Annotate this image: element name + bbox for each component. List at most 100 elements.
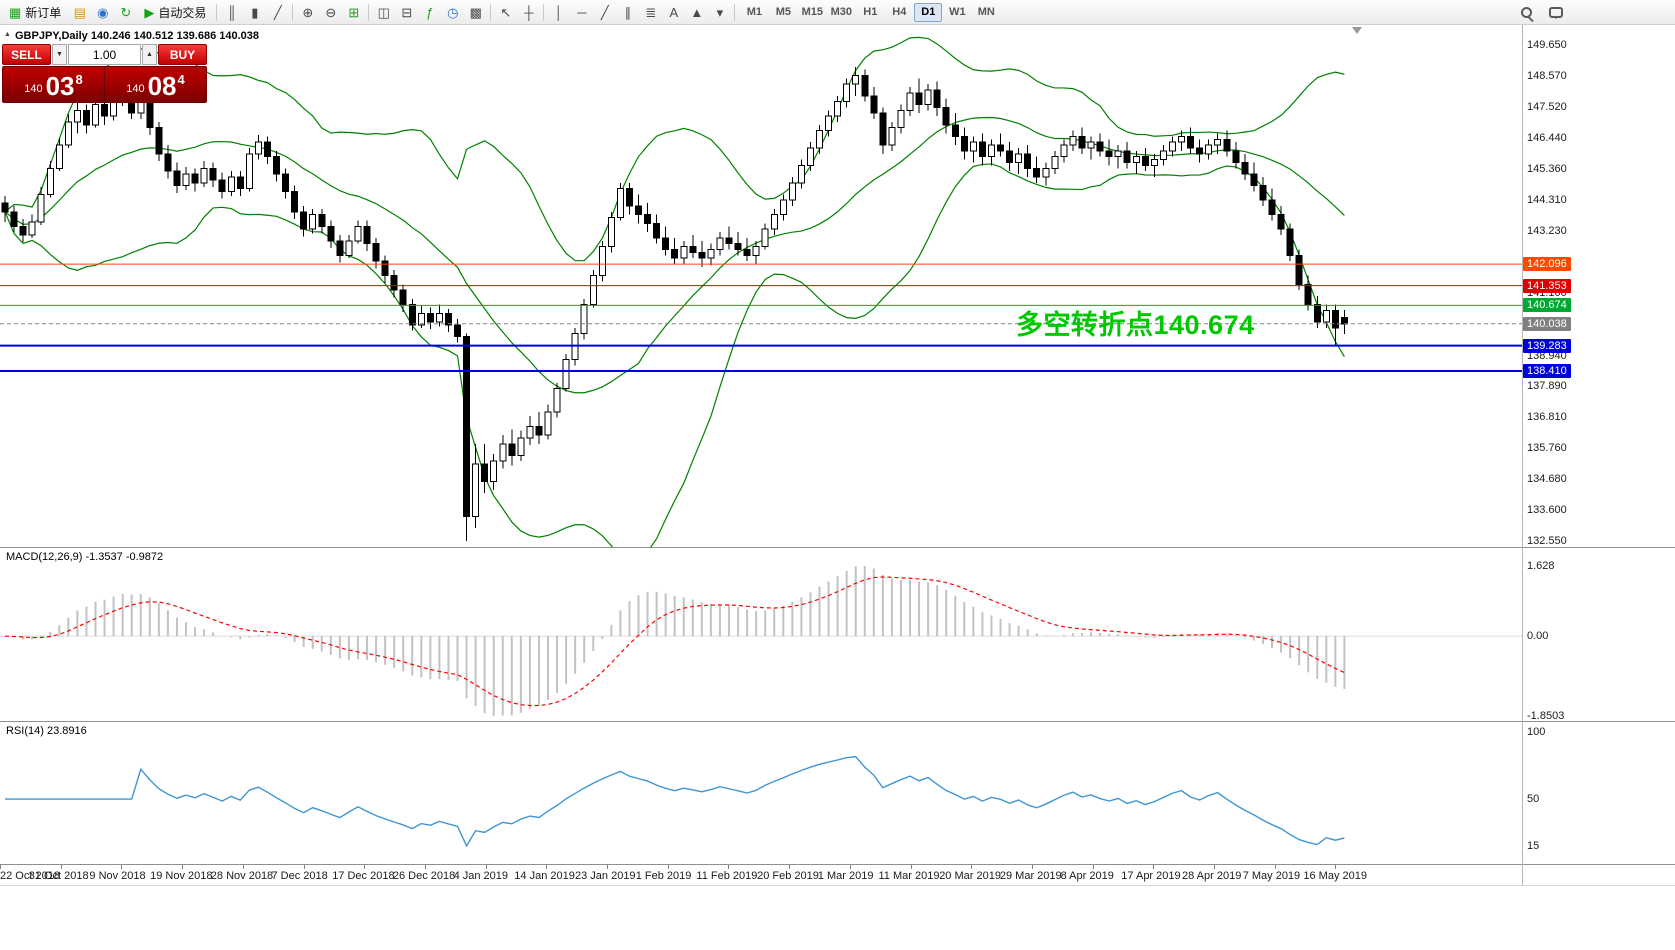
candle[interactable] xyxy=(1205,144,1213,155)
candle[interactable] xyxy=(137,101,145,114)
candle[interactable] xyxy=(327,225,335,242)
candle[interactable] xyxy=(164,153,172,172)
candle[interactable] xyxy=(825,115,833,132)
candle[interactable] xyxy=(1250,173,1258,187)
candle[interactable] xyxy=(1313,304,1321,323)
candle[interactable] xyxy=(716,237,724,250)
candle[interactable] xyxy=(1078,135,1086,149)
candle[interactable] xyxy=(182,173,190,187)
candle[interactable] xyxy=(707,248,715,259)
chart-annotation[interactable]: 多空转折点140.674 xyxy=(1016,310,1255,340)
candle[interactable] xyxy=(526,425,534,439)
fibonacci-button[interactable]: ≣ xyxy=(639,2,662,23)
candle[interactable] xyxy=(788,182,796,201)
candle[interactable] xyxy=(734,243,742,250)
candle[interactable] xyxy=(28,221,36,236)
candle[interactable] xyxy=(987,144,995,158)
panel-divider[interactable] xyxy=(0,721,1675,722)
candle[interactable] xyxy=(698,251,706,259)
candle[interactable] xyxy=(227,176,235,192)
candle[interactable] xyxy=(309,214,317,230)
candle[interactable] xyxy=(426,312,434,323)
candle[interactable] xyxy=(1340,317,1348,325)
candle[interactable] xyxy=(1060,144,1068,158)
candle[interactable] xyxy=(861,74,869,97)
candle[interactable] xyxy=(653,222,661,239)
zoom-out-button[interactable]: ⊖ xyxy=(319,2,342,23)
candle[interactable] xyxy=(1232,150,1240,163)
candle[interactable] xyxy=(481,463,489,482)
candle[interactable] xyxy=(1096,141,1104,152)
candle[interactable] xyxy=(544,411,552,436)
arrow-tools-button[interactable]: ▲ xyxy=(685,2,708,23)
candle[interactable] xyxy=(517,437,525,456)
candle[interactable] xyxy=(490,460,498,482)
candle[interactable] xyxy=(752,246,760,256)
candle[interactable] xyxy=(933,89,941,108)
candle[interactable] xyxy=(372,243,380,262)
sell-price[interactable]: 140 03 8 xyxy=(3,67,105,102)
candle[interactable] xyxy=(580,304,588,335)
rsi-panel-svg[interactable] xyxy=(0,722,1522,865)
candle[interactable] xyxy=(10,211,18,227)
candle[interactable] xyxy=(607,217,615,248)
candle[interactable] xyxy=(1087,141,1095,149)
date-axis[interactable]: 22 Oct 2018 31 Oct 2018 9 Nov 2018 19 Nov 2… xyxy=(0,865,1522,885)
candle[interactable] xyxy=(1187,135,1195,149)
candle[interactable] xyxy=(444,312,452,326)
candle[interactable] xyxy=(300,211,308,230)
timeframe-m5-button[interactable]: M5 xyxy=(769,3,797,22)
candle[interactable] xyxy=(318,214,326,227)
candle[interactable] xyxy=(263,141,271,158)
candle[interactable] xyxy=(1051,156,1059,169)
candle[interactable] xyxy=(978,141,986,158)
shapes-dropdown[interactable]: ▾ xyxy=(708,2,731,23)
candle[interactable] xyxy=(680,246,688,259)
candle[interactable] xyxy=(553,388,561,413)
candlestick-chart-button[interactable]: ▮ xyxy=(243,2,266,23)
price-tag-138.410[interactable]: 138.410 xyxy=(1523,363,1571,378)
candle[interactable] xyxy=(390,275,398,291)
chart-shift-marker[interactable] xyxy=(1352,27,1362,34)
candle[interactable] xyxy=(1295,254,1303,285)
candle[interactable] xyxy=(671,248,679,259)
candle[interactable] xyxy=(146,101,154,129)
candle[interactable] xyxy=(960,135,968,152)
candle[interactable] xyxy=(191,173,199,184)
candle[interactable] xyxy=(1178,135,1185,143)
candle[interactable] xyxy=(1150,159,1158,166)
candle[interactable] xyxy=(969,141,977,152)
candle[interactable] xyxy=(897,109,905,129)
auto-trading-button[interactable]: ▶ 自动交易 xyxy=(137,2,213,23)
candle[interactable] xyxy=(562,359,570,390)
timeframe-h1-button[interactable]: H1 xyxy=(856,3,884,22)
candle[interactable] xyxy=(454,324,461,337)
candle[interactable] xyxy=(924,89,932,105)
candle[interactable] xyxy=(92,103,99,126)
candle[interactable] xyxy=(834,101,842,117)
candle[interactable] xyxy=(1168,141,1176,152)
candle[interactable] xyxy=(1159,150,1167,161)
candle[interactable] xyxy=(589,275,597,306)
candle[interactable] xyxy=(472,463,480,517)
horizontal-line-button[interactable]: ─ xyxy=(570,2,593,23)
candle[interactable] xyxy=(218,179,226,192)
timeframe-d1-button[interactable]: D1 xyxy=(914,2,943,22)
candle[interactable] xyxy=(336,240,344,256)
cascade-windows-button[interactable]: ⊟ xyxy=(395,2,418,23)
timeframe-m1-button[interactable]: M1 xyxy=(740,3,768,22)
candle[interactable] xyxy=(508,443,516,456)
candle[interactable] xyxy=(770,214,778,230)
candle[interactable] xyxy=(55,144,63,169)
candle[interactable] xyxy=(399,289,407,306)
candle[interactable] xyxy=(273,156,280,175)
candle[interactable] xyxy=(1196,147,1204,155)
timeframe-w1-button[interactable]: W1 xyxy=(943,3,971,22)
candle[interactable] xyxy=(852,74,860,85)
chat-button[interactable] xyxy=(1544,2,1567,23)
candle[interactable] xyxy=(291,190,299,213)
candle[interactable] xyxy=(1223,138,1231,152)
arrange-windows-button[interactable]: ◫ xyxy=(372,2,395,23)
vertical-line-button[interactable]: │ xyxy=(547,2,570,23)
price-tag-140.038[interactable]: 140.038 xyxy=(1523,316,1571,331)
